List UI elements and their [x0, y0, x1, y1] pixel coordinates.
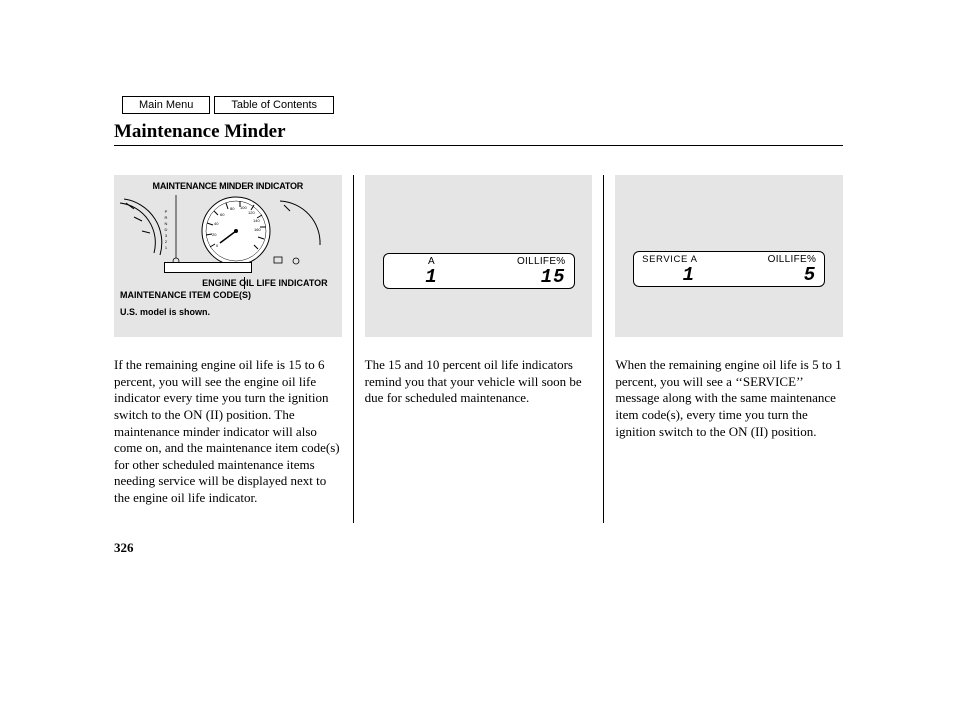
column-divider-1: [353, 175, 354, 523]
svg-text:N: N: [165, 221, 168, 226]
nav-buttons: Main Menu Table of Contents: [122, 96, 334, 114]
lcd-code-num: 1: [392, 268, 472, 286]
lcd-display-15: A 1 OILLIFE% 15: [383, 253, 575, 289]
lcd-cell-service: SERVICE A 1: [642, 254, 735, 284]
column-1: MAINTENANCE MINDER INDICATOR P R N D 3 2: [114, 175, 342, 523]
lcd-display-5: SERVICE A 1 OILLIFE% 5: [633, 251, 825, 287]
lcd-oillife-value: 15: [486, 268, 566, 286]
svg-text:1: 1: [165, 245, 168, 250]
paragraph-2: The 15 and 10 percent oil life indicator…: [365, 337, 593, 407]
column-2: A 1 OILLIFE% 15 The 15 and 10 percent oi…: [365, 175, 593, 523]
svg-text:P: P: [165, 209, 168, 214]
page-number: 326: [114, 540, 134, 556]
lcd-cell-oillife: OILLIFE% 15: [486, 256, 566, 286]
svg-text:60: 60: [220, 212, 225, 217]
figure-gauge-cluster: MAINTENANCE MINDER INDICATOR P R N D 3 2: [114, 175, 342, 337]
content-columns: MAINTENANCE MINDER INDICATOR P R N D 3 2: [114, 175, 843, 523]
callout-line: [244, 277, 245, 289]
svg-text:D: D: [165, 227, 168, 232]
column-divider-2: [603, 175, 604, 523]
lcd-oillife-value-5: 5: [750, 266, 817, 284]
svg-text:140: 140: [253, 218, 260, 223]
model-note: U.S. model is shown.: [114, 305, 342, 323]
lcd-cell-oillife-5: OILLIFE% 5: [750, 254, 817, 284]
figure-lcd-5: SERVICE A 1 OILLIFE% 5: [615, 175, 843, 337]
engine-oil-label: ENGINE OIL LIFE INDICATOR: [120, 277, 336, 289]
svg-text:100: 100: [240, 205, 247, 210]
svg-text:120: 120: [248, 210, 255, 215]
svg-text:160: 160: [254, 227, 261, 232]
paragraph-1: If the remaining engine oil life is 15 t…: [114, 337, 342, 507]
maintenance-codes-label: MAINTENANCE ITEM CODE(S): [120, 289, 336, 301]
lcd-service-num: 1: [642, 266, 735, 284]
paragraph-3: When the remaining engine oil life is 5 …: [615, 337, 843, 440]
svg-text:40: 40: [214, 221, 219, 226]
svg-text:R: R: [165, 215, 168, 220]
svg-text:20: 20: [212, 232, 217, 237]
main-menu-button[interactable]: Main Menu: [122, 96, 210, 114]
lower-labels: ENGINE OIL LIFE INDICATOR MAINTENANCE IT…: [114, 273, 342, 305]
svg-text:80: 80: [230, 206, 235, 211]
column-3: SERVICE A 1 OILLIFE% 5 When the remainin…: [615, 175, 843, 523]
figure-lcd-15: A 1 OILLIFE% 15: [365, 175, 593, 337]
indicator-label-top: MAINTENANCE MINDER INDICATOR: [114, 175, 342, 195]
gauge-illustration: P R N D 3 2 1: [114, 195, 342, 273]
toc-button[interactable]: Table of Contents: [214, 96, 334, 114]
svg-text:2: 2: [165, 239, 168, 244]
page-title: Maintenance Minder: [114, 121, 286, 143]
title-rule: [114, 145, 843, 146]
svg-text:3: 3: [165, 233, 168, 238]
lcd-cell-code: A 1: [392, 256, 472, 286]
lcd-strip: [164, 262, 252, 273]
